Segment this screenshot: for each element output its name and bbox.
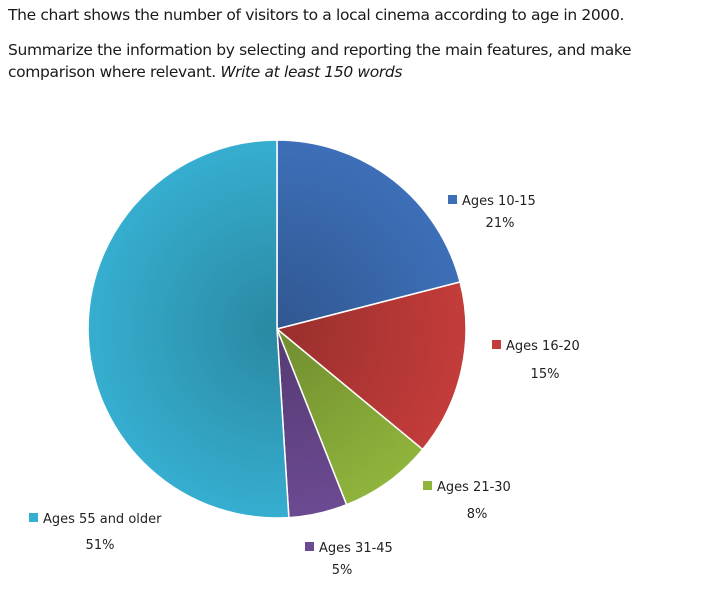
task-instruction-text: Summarize the information by selecting a… [8, 41, 632, 81]
pie-labels: Ages 10-15 21% Ages 16-20 15% Ages 21-30 8% Ag… [29, 194, 580, 578]
slice-percent-label: 21% [486, 216, 515, 231]
legend-swatch [423, 481, 432, 490]
slice-percent-label: 5% [332, 563, 353, 578]
slice-label: Ages 55 and older [43, 512, 162, 527]
pie-slice-ages-55-and-older [87, 139, 290, 519]
legend-swatch [305, 542, 314, 551]
pie-slices [87, 139, 467, 519]
legend-swatch [448, 195, 457, 204]
legend-swatch [492, 340, 501, 349]
pie-slice-ages-16-20 [275, 281, 467, 451]
pie-slice-ages-10-15 [276, 139, 461, 330]
task-description: The chart shows the number of visitors t… [8, 6, 625, 24]
slice-percent-label: 15% [531, 367, 560, 382]
task-instruction: Summarize the information by selecting a… [8, 39, 714, 83]
slice-percent-label: 8% [467, 507, 488, 522]
slice-percent-label: 51% [86, 538, 115, 553]
pie-slice-ages-21-30 [276, 328, 424, 506]
slice-label: Ages 10-15 [462, 194, 536, 209]
word-requirement: Write at least 150 words [220, 63, 403, 81]
slice-label: Ages 16-20 [506, 339, 580, 354]
slice-label: Ages 31-45 [319, 541, 393, 556]
task-prompt: The chart shows the number of visitors t… [8, 4, 714, 83]
legend-swatch [29, 513, 38, 522]
slice-label: Ages 21-30 [437, 480, 511, 495]
